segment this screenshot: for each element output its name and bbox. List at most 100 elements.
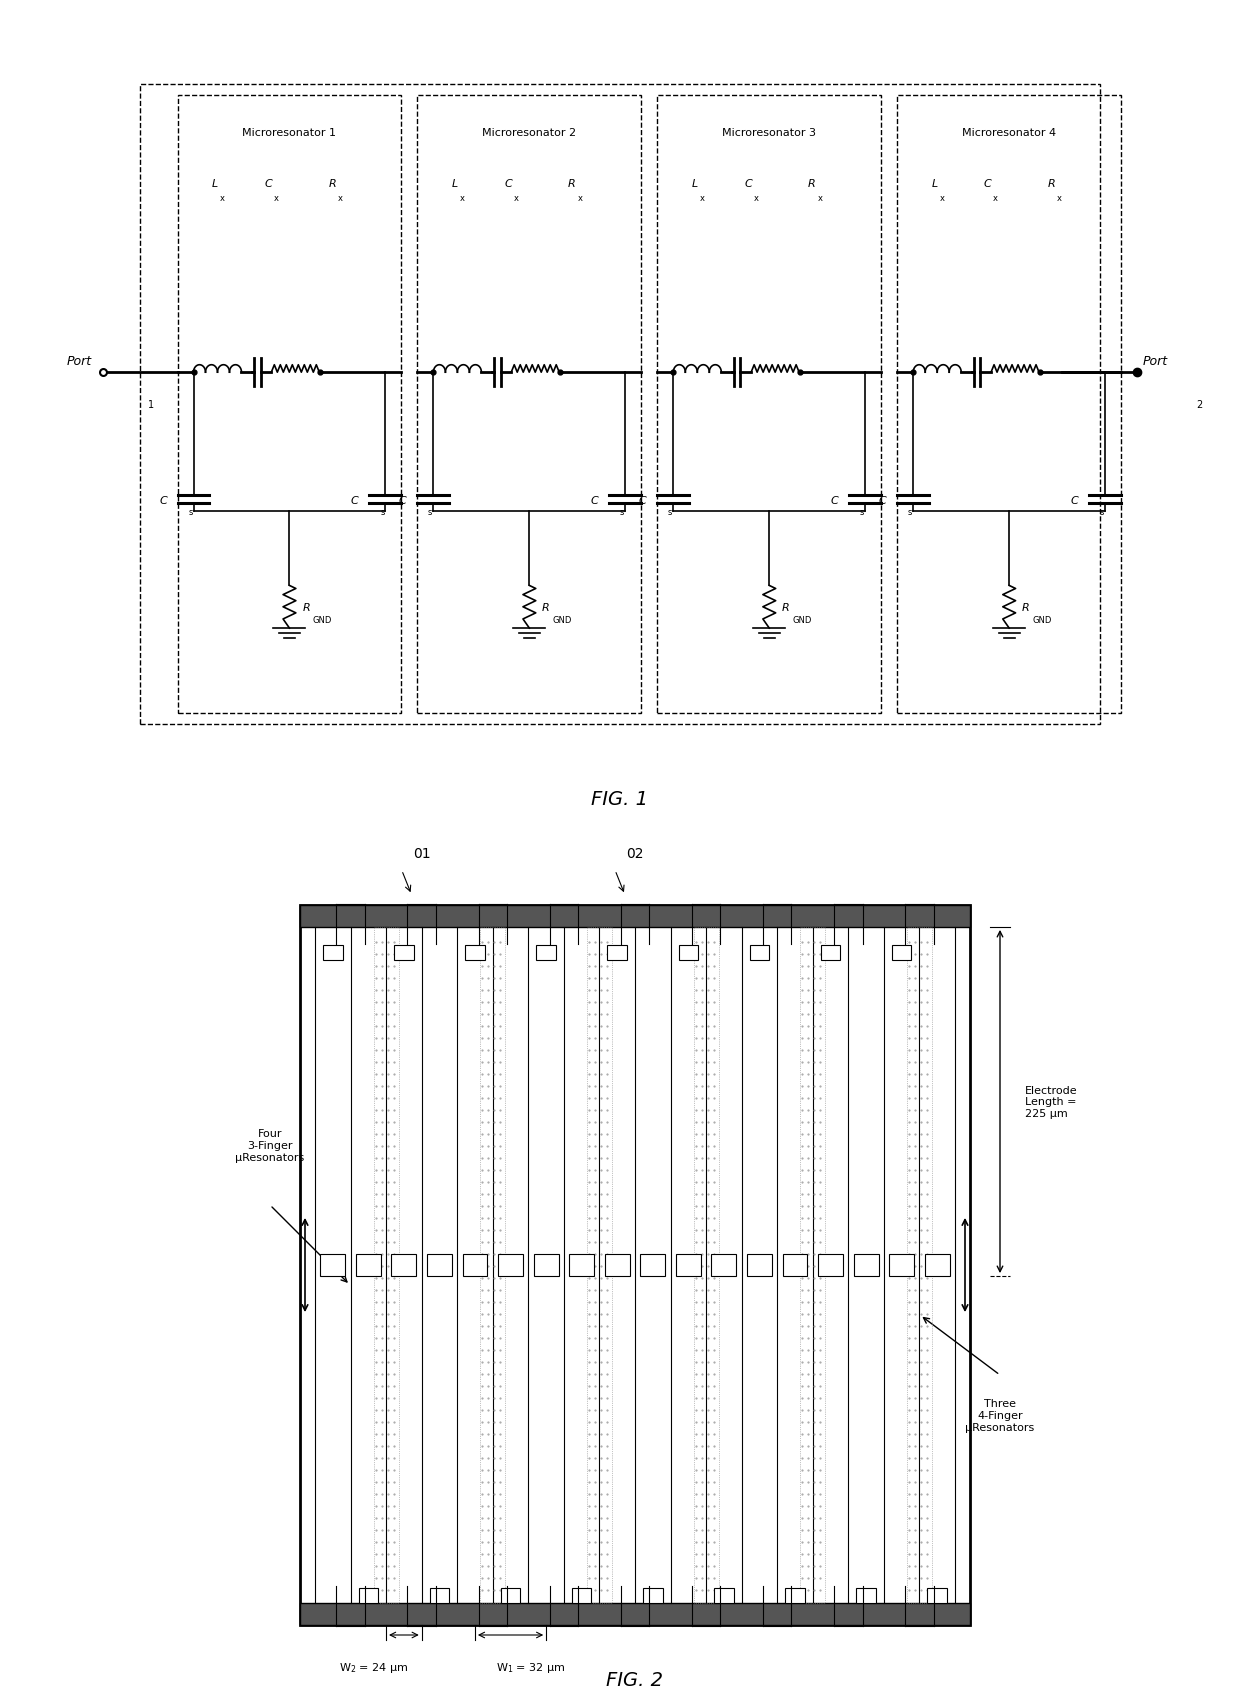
Text: R: R [782,602,790,612]
Text: R: R [1048,179,1055,189]
Text: C: C [505,179,512,189]
Bar [463,1255,487,1277]
Bar [928,1587,947,1603]
Text: R: R [329,179,336,189]
Text: x: x [940,194,945,203]
Text: L: L [212,179,218,189]
Text: W$_1$ = 32 μm: W$_1$ = 32 μm [496,1661,565,1674]
Text: s: s [188,508,192,517]
Bar [300,905,970,928]
Text: Three
4-Finger
μResonators: Three 4-Finger μResonators [966,1398,1034,1432]
Text: C: C [831,496,838,506]
Bar [857,1587,875,1603]
Text: C: C [1070,496,1079,506]
Bar [569,1255,594,1277]
Bar [300,905,970,1625]
Text: 02: 02 [626,846,644,861]
Text: R: R [542,602,549,612]
Bar [889,1255,914,1277]
Text: R: R [303,602,310,612]
Bar [892,946,911,960]
Bar [746,1255,771,1277]
Bar [427,1255,451,1277]
Bar [640,1255,665,1277]
Bar [430,1587,449,1603]
Text: s: s [908,508,913,517]
Bar [465,946,485,960]
Text: L: L [931,179,937,189]
Text: s: s [381,508,384,517]
Bar [712,1255,737,1277]
Text: x: x [753,194,759,203]
Bar [821,946,841,960]
Text: x: x [1058,194,1063,203]
Text: 1: 1 [148,399,154,409]
Text: s: s [859,508,864,517]
Text: x: x [513,194,518,203]
Bar [608,946,627,960]
Text: x: x [221,194,226,203]
Text: Port: Port [1142,355,1168,368]
Text: C: C [744,179,751,189]
Text: s: s [620,508,625,517]
Bar [373,928,398,1603]
Text: C: C [351,496,358,506]
Text: x: x [699,194,706,203]
Bar [678,946,698,960]
Text: C: C [264,179,272,189]
Text: R: R [808,179,816,189]
Text: W$_2$ = 24 μm: W$_2$ = 24 μm [340,1661,409,1674]
Text: Microresonator 3: Microresonator 3 [722,128,816,138]
Bar [394,946,414,960]
Bar [356,1255,381,1277]
Text: R: R [1022,602,1029,612]
Bar [392,1255,417,1277]
Bar [693,928,718,1603]
Bar [501,1587,521,1603]
Text: 2: 2 [1195,399,1202,409]
Bar [714,1587,734,1603]
Text: x: x [993,194,998,203]
Bar [498,1255,523,1277]
Bar [300,1603,970,1625]
Text: s: s [668,508,672,517]
Text: 01: 01 [413,846,430,861]
Text: x: x [337,194,342,203]
Text: FIG. 2: FIG. 2 [606,1671,663,1690]
Text: s: s [428,508,433,517]
Text: s: s [1100,508,1104,517]
Text: L: L [451,179,458,189]
Text: Four
3-Finger
μResonators: Four 3-Finger μResonators [236,1129,305,1161]
Text: FIG. 1: FIG. 1 [591,789,649,808]
Bar [853,1255,879,1277]
Text: C: C [159,496,167,506]
Bar [750,946,769,960]
Text: Microresonator 4: Microresonator 4 [962,128,1056,138]
Bar [572,1587,591,1603]
Text: L: L [692,179,698,189]
Text: C: C [591,496,599,506]
Bar [480,928,505,1603]
Bar [587,928,611,1603]
Bar [322,946,342,960]
Text: x: x [274,194,279,203]
Bar [358,1587,378,1603]
Bar [533,1255,558,1277]
Bar [785,1587,805,1603]
Text: R: R [568,179,575,189]
Text: x: x [460,194,465,203]
Text: C: C [639,496,646,506]
Bar [906,928,932,1603]
Text: GND: GND [1033,616,1052,626]
Text: C: C [879,496,887,506]
Bar [782,1255,807,1277]
Text: C: C [399,496,407,506]
Text: C: C [985,179,992,189]
Bar [676,1255,701,1277]
Bar [644,1587,662,1603]
Bar [925,1255,950,1277]
Text: GND: GND [312,616,332,626]
Text: GND: GND [792,616,812,626]
Bar [818,1255,843,1277]
Bar [800,928,826,1603]
